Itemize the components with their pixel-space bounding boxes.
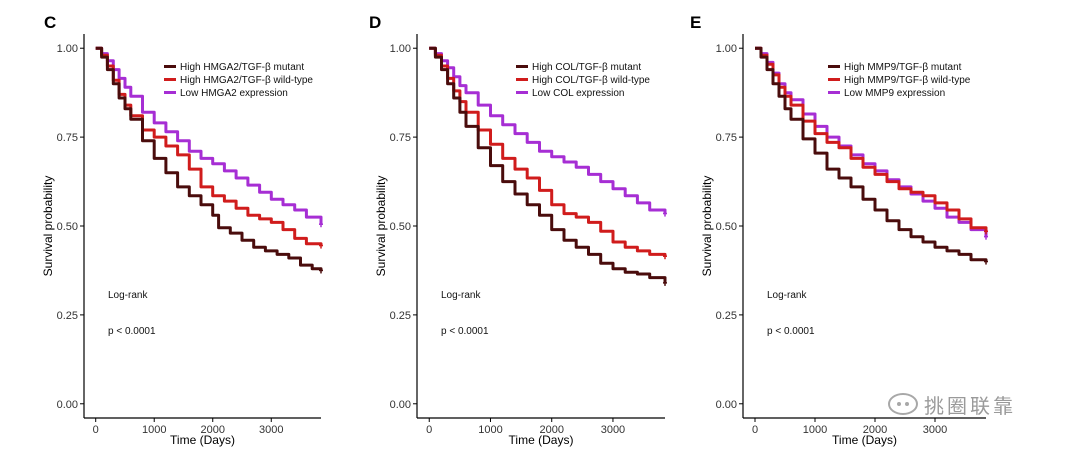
legend-label: High HMGA2/TGF-β mutant (180, 62, 304, 73)
x-tick-label: 2000 (863, 424, 887, 436)
legend-label: High COL/TGF-β wild-type (532, 75, 650, 86)
series-line-2 (429, 46, 667, 214)
panel-label: C (44, 13, 56, 32)
y-tick-label: 0.00 (716, 399, 737, 411)
y-tick-label: 0.50 (390, 221, 411, 233)
watermark-text: 挑圈联靠 (924, 395, 1016, 418)
y-tick-label: 0.75 (57, 132, 78, 144)
logrank-label: Log-rank (767, 290, 807, 301)
series-line-1 (755, 46, 988, 232)
pvalue-label: p < 0.0001 (441, 326, 489, 337)
y-tick-label: 1.00 (390, 43, 411, 55)
logrank-label: Log-rank (108, 290, 148, 301)
y-axis-label: Survival probability (700, 176, 714, 277)
series-line-0 (755, 46, 988, 262)
legend-label: High HMGA2/TGF-β wild-type (180, 75, 313, 86)
y-tick-label: 1.00 (716, 43, 737, 55)
legend-label: High COL/TGF-β mutant (532, 62, 641, 73)
x-tick-label: 0 (752, 424, 758, 436)
logrank-label: Log-rank (441, 290, 481, 301)
y-tick-label: 0.75 (716, 132, 737, 144)
x-tick-label: 2000 (200, 424, 224, 436)
y-tick-label: 0.25 (716, 310, 737, 322)
y-axis-label: Survival probability (41, 176, 55, 277)
y-tick-label: 0.00 (57, 399, 78, 411)
x-tick-label: 1000 (142, 424, 166, 436)
x-tick-label: 3000 (601, 424, 625, 436)
y-tick-label: 0.75 (390, 132, 411, 144)
y-tick-label: 0.00 (390, 399, 411, 411)
x-tick-label: 0 (426, 424, 432, 436)
x-axis-label: Time (Days) (170, 433, 235, 447)
x-tick-label: 3000 (923, 424, 947, 436)
legend-label: High MMP9/TGF-β mutant (844, 62, 962, 73)
watermark: 挑圈联靠 (888, 388, 1016, 420)
x-tick-label: 1000 (478, 424, 502, 436)
x-tick-label: 0 (93, 424, 99, 436)
y-tick-label: 0.25 (390, 310, 411, 322)
x-axis-label: Time (Days) (832, 433, 897, 447)
y-tick-label: 0.50 (57, 221, 78, 233)
series-line-0 (95, 46, 323, 271)
legend-label: Low COL expression (532, 88, 624, 99)
wechat-icon (888, 393, 918, 415)
x-tick-label: 2000 (539, 424, 563, 436)
x-axis-label: Time (Days) (509, 433, 574, 447)
x-tick-label: 1000 (803, 424, 827, 436)
y-axis-label: Survival probability (374, 176, 388, 277)
series-line-2 (95, 46, 323, 225)
y-tick-label: 0.50 (716, 221, 737, 233)
legend-label: High MMP9/TGF-β wild-type (844, 75, 971, 86)
series-line-0 (429, 46, 667, 283)
pvalue-label: p < 0.0001 (767, 326, 815, 337)
panel-label: D (369, 13, 381, 32)
pvalue-label: p < 0.0001 (108, 326, 156, 337)
panel-label: E (690, 13, 701, 32)
y-tick-label: 0.25 (57, 310, 78, 322)
x-tick-label: 3000 (259, 424, 283, 436)
legend-label: Low MMP9 expression (844, 88, 945, 99)
legend-label: Low HMGA2 expression (180, 88, 288, 99)
y-tick-label: 1.00 (57, 43, 78, 55)
